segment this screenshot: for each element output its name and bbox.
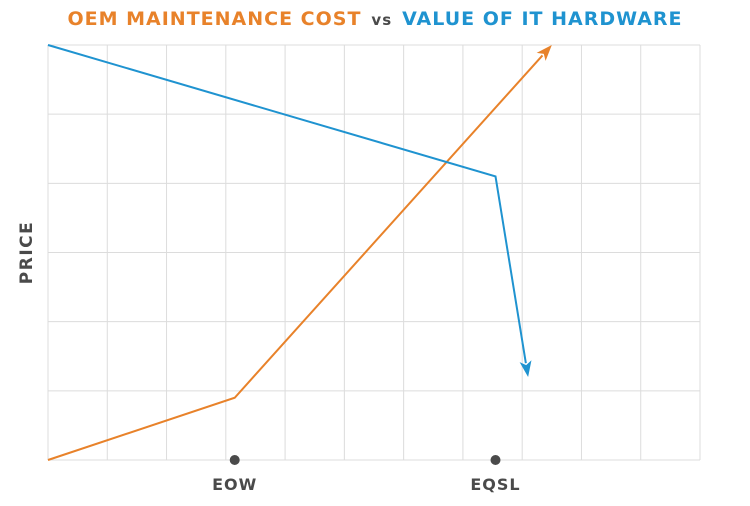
y-axis-label: PRICE bbox=[17, 221, 37, 284]
marker-label-eqsl: EQSL bbox=[470, 475, 520, 494]
series-layer bbox=[47, 44, 552, 461]
oem-cost-line bbox=[47, 54, 544, 461]
marker-label-eow: EOW bbox=[212, 475, 257, 494]
hardware-value-line-arrowhead bbox=[519, 360, 532, 377]
marker-dot-eqsl bbox=[490, 455, 501, 465]
title-vs: vs bbox=[371, 11, 393, 29]
title-oem: OEM MAINTENANCE COST bbox=[67, 8, 362, 30]
chart-title: OEM MAINTENANCE COST vs VALUE OF IT HARDWA… bbox=[0, 8, 750, 30]
x-markers: EOW EQSL bbox=[212, 455, 520, 494]
hardware-value-line bbox=[47, 44, 527, 364]
title-value: VALUE OF IT HARDWARE bbox=[402, 8, 683, 30]
grid-lines bbox=[47, 44, 701, 461]
marker-dot-eow bbox=[229, 455, 240, 465]
oem-cost-line-arrowhead bbox=[536, 45, 552, 61]
